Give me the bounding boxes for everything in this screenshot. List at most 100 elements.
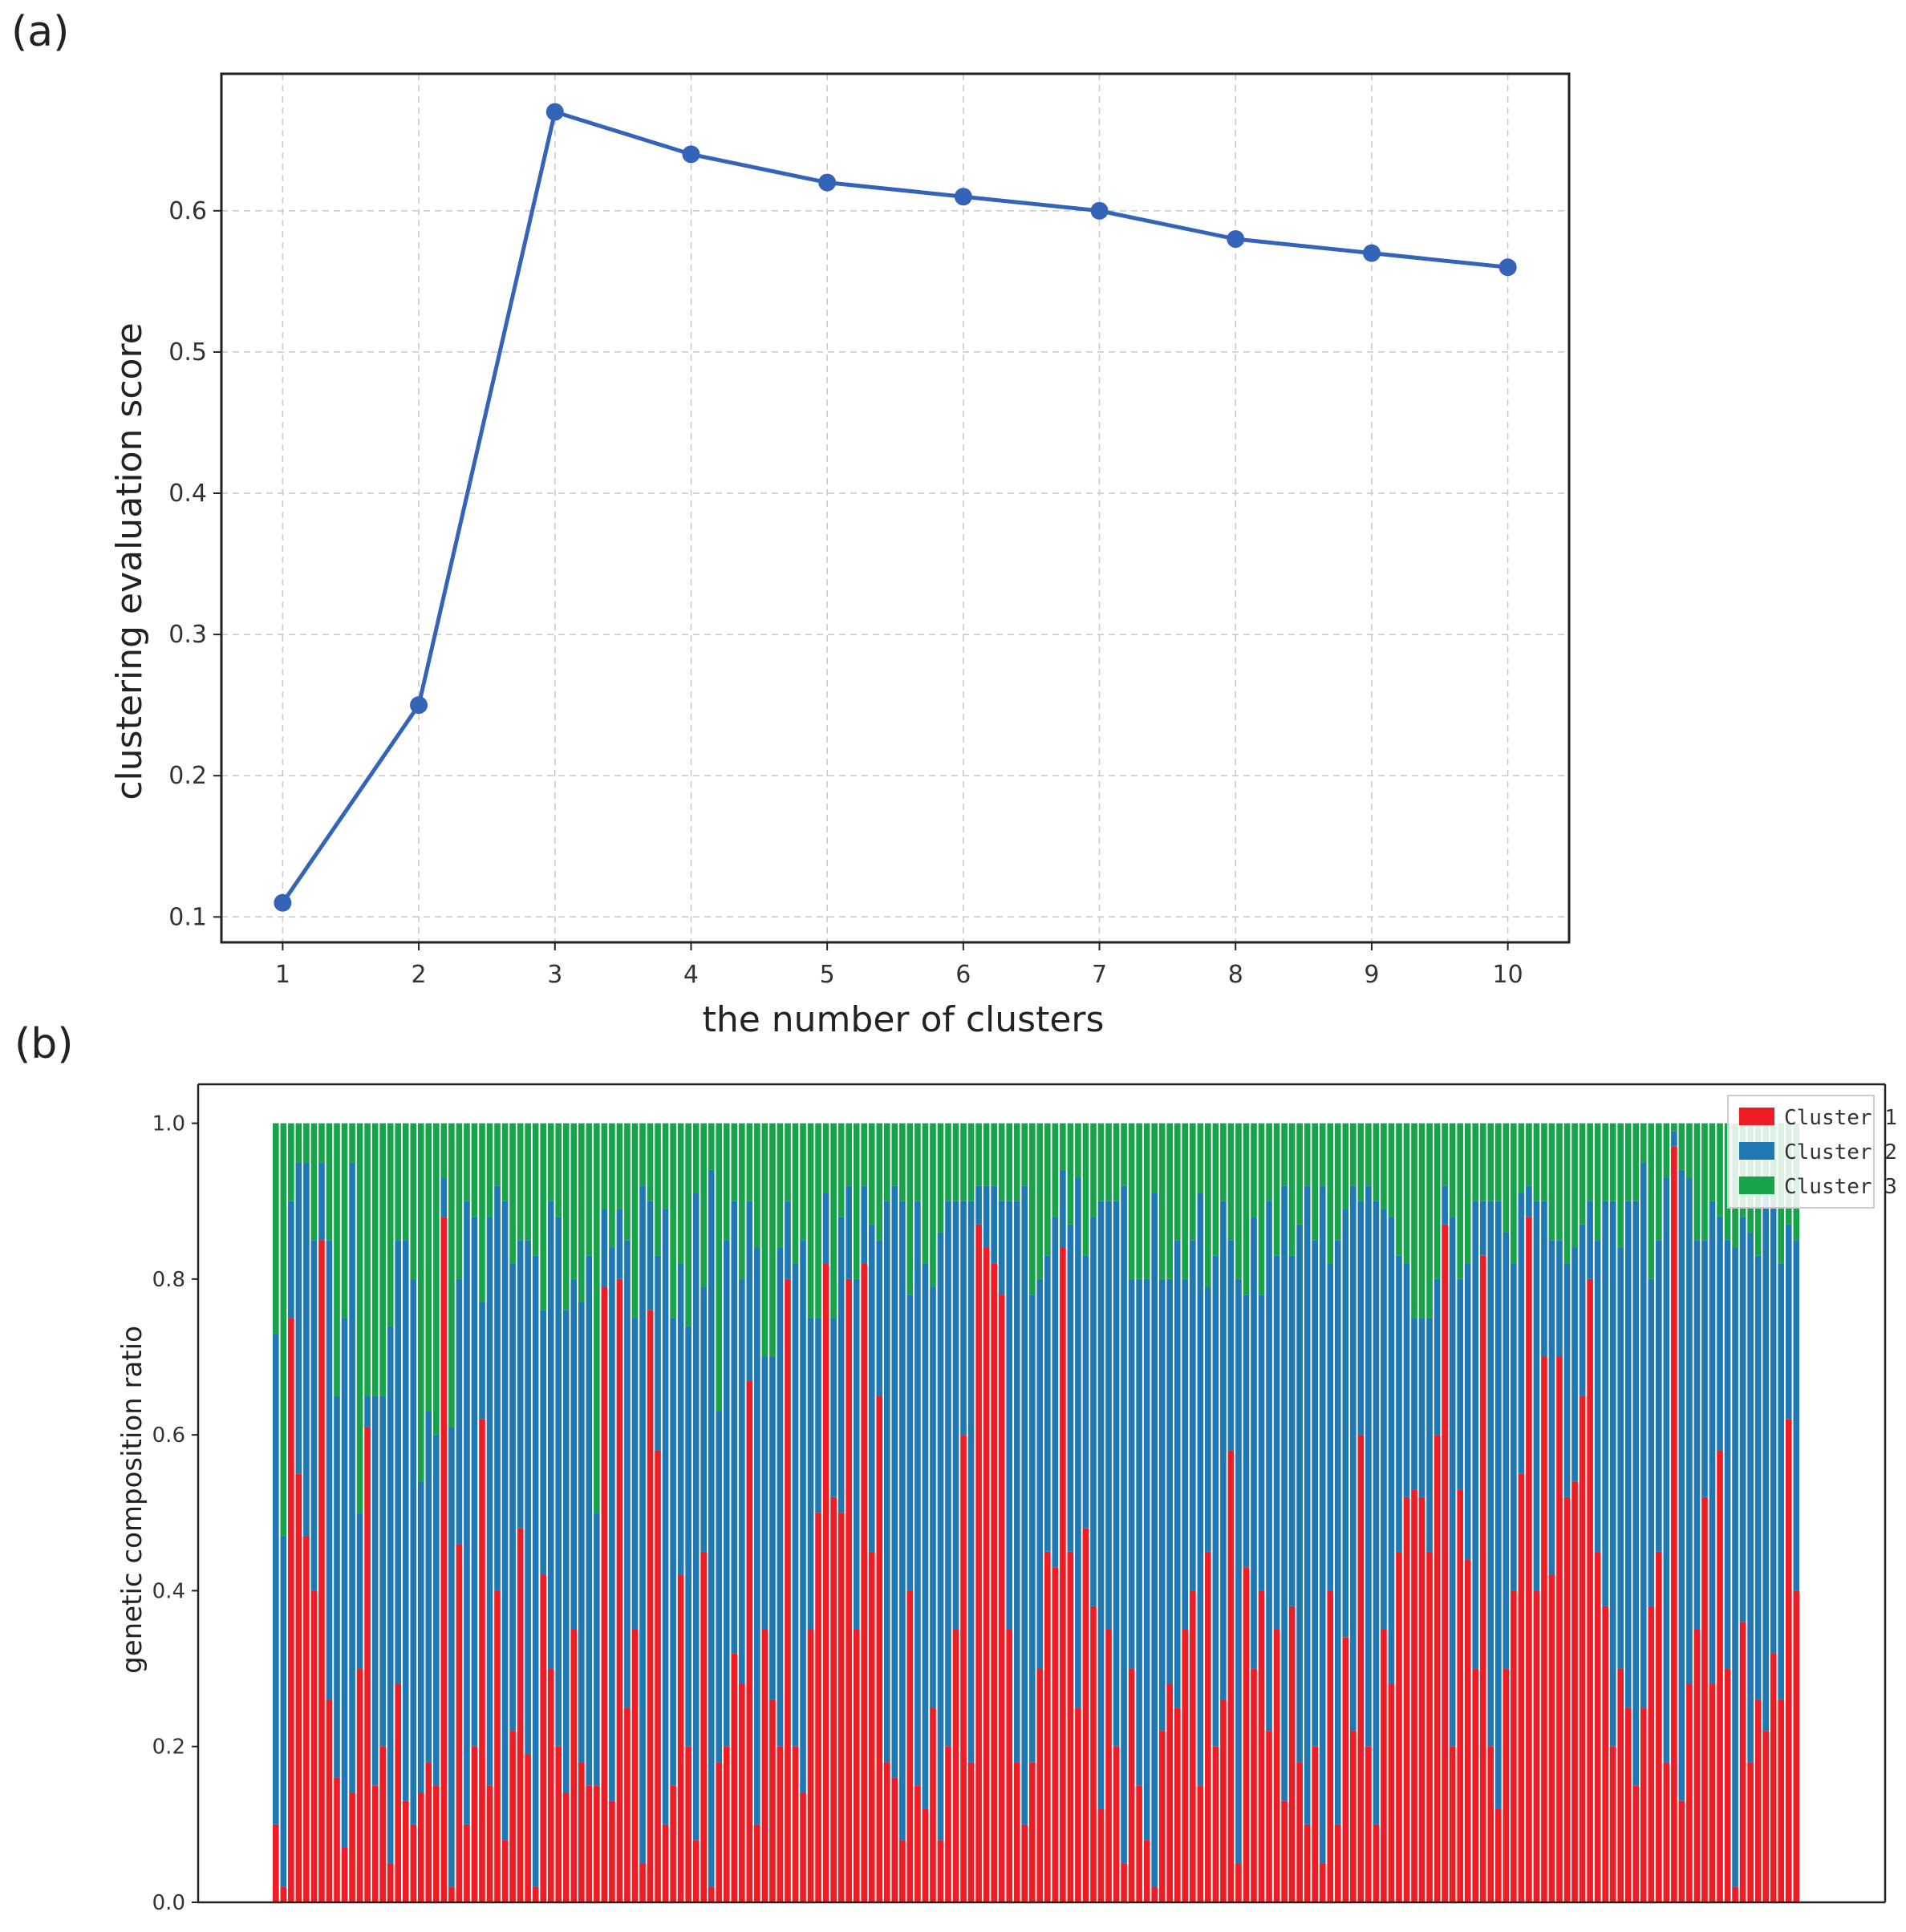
bar-segment-cluster-3 bbox=[570, 1123, 578, 1279]
bar-segment-cluster-3 bbox=[761, 1123, 768, 1357]
bar-segment-cluster-1 bbox=[1548, 1575, 1555, 1902]
bar-segment-cluster-3 bbox=[846, 1123, 852, 1186]
bar-segment-cluster-2 bbox=[708, 1169, 715, 1887]
legend-swatch-cluster-3 bbox=[1739, 1177, 1774, 1194]
bar-segment-cluster-2 bbox=[1762, 1185, 1769, 1732]
bar-segment-cluster-1 bbox=[1587, 1278, 1593, 1902]
bar-segment-cluster-1 bbox=[1190, 1590, 1196, 1902]
bar-segment-cluster-3 bbox=[800, 1123, 806, 1241]
bar-segment-cluster-1 bbox=[540, 1575, 546, 1902]
bar-segment-cluster-3 bbox=[1426, 1123, 1433, 1318]
bar-segment-cluster-3 bbox=[410, 1123, 417, 1279]
bar-segment-cluster-1 bbox=[1052, 1567, 1059, 1902]
bar-segment-cluster-1 bbox=[410, 1824, 417, 1902]
bar-segment-cluster-1 bbox=[1365, 1746, 1372, 1902]
bar-segment-cluster-1 bbox=[769, 1699, 776, 1902]
bar-segment-cluster-1 bbox=[1518, 1473, 1525, 1902]
bar-segment-cluster-2 bbox=[700, 1286, 708, 1552]
bar-segment-cluster-3 bbox=[525, 1123, 531, 1241]
bar-segment-cluster-2 bbox=[1044, 1255, 1051, 1552]
bar-segment-cluster-2 bbox=[1090, 1217, 1097, 1606]
bar-segment-cluster-2 bbox=[1793, 1240, 1800, 1591]
bar-segment-cluster-3 bbox=[1212, 1123, 1219, 1256]
bar-segment-cluster-3 bbox=[471, 1123, 478, 1217]
bar-segment-cluster-2 bbox=[655, 1255, 661, 1451]
bar-segment-cluster-1 bbox=[1105, 1630, 1112, 1902]
bar-segment-cluster-3 bbox=[1028, 1123, 1036, 1295]
bar-segment-cluster-1 bbox=[1258, 1590, 1265, 1902]
panel-label-a: (a) bbox=[11, 8, 70, 56]
bar-segment-cluster-1 bbox=[1243, 1567, 1250, 1902]
bar-segment-cluster-2 bbox=[754, 1248, 760, 1825]
legend-label-cluster-2: Cluster 2 bbox=[1784, 1140, 1897, 1164]
bar-segment-cluster-3 bbox=[364, 1123, 371, 1396]
bar-segment-cluster-3 bbox=[1327, 1123, 1334, 1264]
bar-segment-cluster-3 bbox=[1594, 1123, 1601, 1241]
bar-segment-cluster-2 bbox=[1648, 1278, 1655, 1606]
bar-segment-cluster-3 bbox=[509, 1123, 516, 1264]
bar-segment-cluster-3 bbox=[586, 1123, 593, 1256]
bar-segment-cluster-3 bbox=[1036, 1123, 1044, 1279]
bar-segment-cluster-3 bbox=[822, 1123, 829, 1193]
bar-segment-cluster-2 bbox=[1105, 1201, 1112, 1630]
bar-segment-cluster-3 bbox=[1044, 1123, 1051, 1256]
bar-segment-cluster-2 bbox=[1006, 1201, 1013, 1630]
bar-segment-cluster-2 bbox=[295, 1162, 302, 1474]
bar-segment-cluster-3 bbox=[379, 1123, 386, 1396]
bar-segment-cluster-2 bbox=[1258, 1294, 1265, 1591]
bar-segment-cluster-2 bbox=[1754, 1255, 1762, 1700]
bar-segment-cluster-1 bbox=[922, 1808, 929, 1902]
bar-segment-cluster-2 bbox=[578, 1302, 585, 1763]
bar-segment-cluster-2 bbox=[387, 1326, 394, 1864]
bar-segment-cluster-3 bbox=[356, 1123, 363, 1513]
bar-segment-cluster-2 bbox=[349, 1162, 355, 1793]
y-tick-label: 0.2 bbox=[168, 762, 207, 790]
bar-segment-cluster-3 bbox=[395, 1123, 402, 1241]
bar-segment-cluster-1 bbox=[1220, 1699, 1227, 1902]
bars bbox=[273, 1123, 1800, 1902]
bar-segment-cluster-1 bbox=[1090, 1606, 1097, 1902]
bar-segment-cluster-1 bbox=[1464, 1559, 1471, 1902]
bar-segment-cluster-3 bbox=[906, 1123, 914, 1295]
bar-segment-cluster-3 bbox=[1113, 1123, 1120, 1201]
bar-segment-cluster-2 bbox=[501, 1201, 509, 1841]
legend-swatch-cluster-2 bbox=[1739, 1142, 1774, 1160]
bar-segment-cluster-3 bbox=[1350, 1123, 1357, 1186]
bar-segment-cluster-1 bbox=[1686, 1684, 1693, 1902]
bar-segment-cluster-3 bbox=[532, 1123, 539, 1256]
bar-segment-cluster-2 bbox=[853, 1278, 860, 1630]
bar-segment-cluster-3 bbox=[1281, 1123, 1288, 1186]
bar-segment-cluster-2 bbox=[983, 1185, 990, 1248]
x-tick-label: 10 bbox=[1493, 961, 1523, 989]
bar-segment-cluster-3 bbox=[1709, 1123, 1716, 1201]
bar-segment-cluster-2 bbox=[685, 1326, 691, 1747]
bar-segment-cluster-1 bbox=[1609, 1746, 1616, 1902]
bar-segment-cluster-3 bbox=[967, 1123, 975, 1201]
bar-segment-cluster-2 bbox=[1036, 1278, 1044, 1669]
bar-segment-cluster-2 bbox=[1502, 1232, 1510, 1669]
bar-segment-cluster-2 bbox=[601, 1209, 608, 1287]
bar-segment-cluster-3 bbox=[1342, 1123, 1349, 1209]
bar-segment-cluster-3 bbox=[708, 1123, 715, 1170]
y-ticks: 0.1 0.2 0.3 0.4 0.5 0.6 bbox=[168, 197, 221, 931]
bar-segment-cluster-3 bbox=[914, 1123, 921, 1201]
bar-segment-cluster-2 bbox=[1724, 1240, 1731, 1669]
bar-segment-cluster-1 bbox=[464, 1824, 470, 1902]
bar-segment-cluster-3 bbox=[1182, 1123, 1189, 1279]
bar-segment-cluster-3 bbox=[1174, 1123, 1181, 1241]
bar-segment-cluster-3 bbox=[1006, 1123, 1013, 1201]
bar-segment-cluster-2 bbox=[525, 1240, 531, 1755]
bar-segment-cluster-1 bbox=[1449, 1746, 1456, 1902]
bar-segment-cluster-1 bbox=[952, 1630, 959, 1902]
bar-segment-cluster-1 bbox=[1624, 1707, 1632, 1902]
bar-segment-cluster-1 bbox=[586, 1785, 593, 1902]
bar-segment-cluster-3 bbox=[1411, 1123, 1417, 1318]
bar-segment-cluster-1 bbox=[662, 1824, 669, 1902]
bar-segment-cluster-1 bbox=[1060, 1248, 1066, 1902]
bar-segment-cluster-2 bbox=[1747, 1232, 1754, 1763]
bar-segment-cluster-3 bbox=[1678, 1123, 1685, 1170]
bar-segment-cluster-1 bbox=[807, 1630, 814, 1902]
bar-segment-cluster-3 bbox=[371, 1123, 379, 1396]
bar-segment-cluster-3 bbox=[1243, 1123, 1250, 1295]
bar-segment-cluster-2 bbox=[1381, 1209, 1387, 1630]
